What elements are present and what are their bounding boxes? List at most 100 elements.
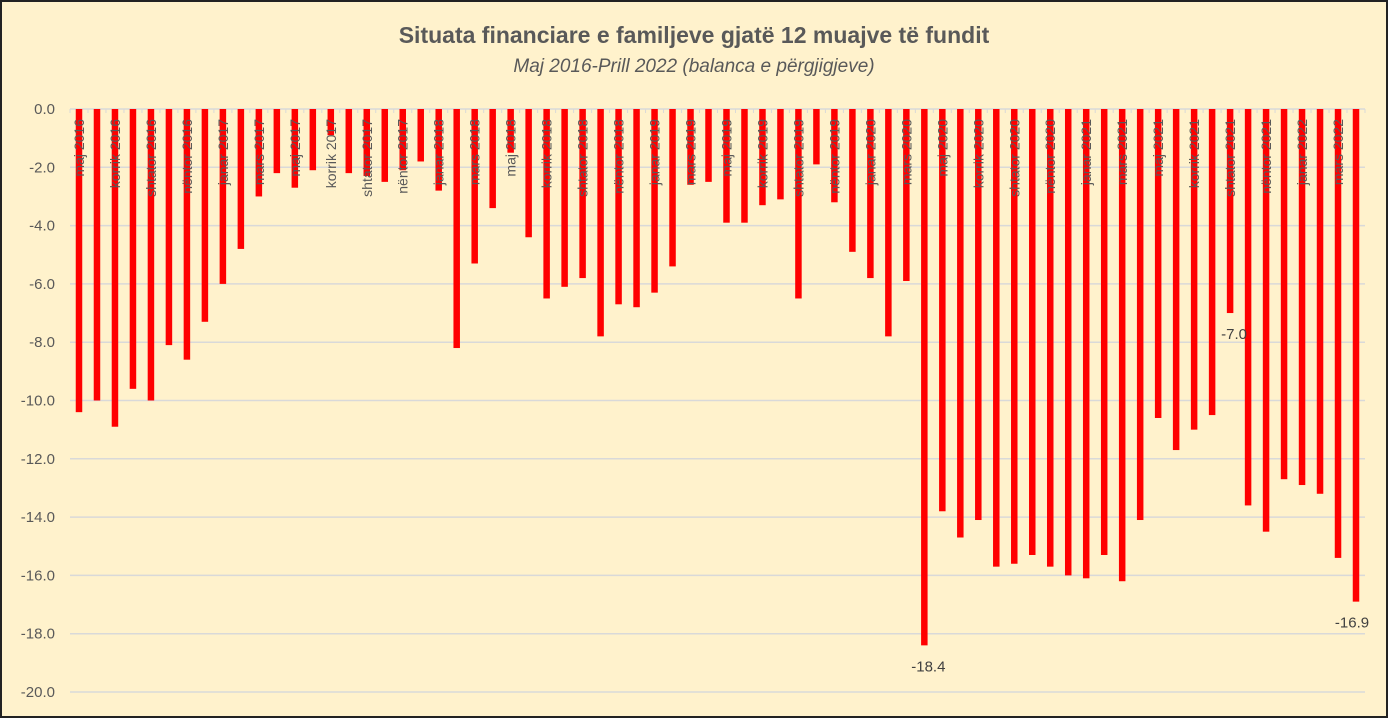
x-tick-label: korrik 2018 (539, 119, 555, 188)
bar (1029, 109, 1036, 555)
bar (1064, 109, 1072, 576)
y-tick-label: -10.0 (21, 393, 55, 410)
x-tick-label: shtator 2017 (359, 119, 375, 197)
bar (111, 109, 119, 427)
chart-title: Situata financiare e familjeve gjatë 12 … (398, 22, 990, 48)
bar (1280, 109, 1288, 480)
bar (1011, 109, 1018, 564)
x-tick-label: shtator 2018 (575, 119, 591, 197)
bar (507, 109, 514, 153)
x-tick-label: nëntor 2021 (1258, 119, 1274, 194)
data-label: -16.9 (1335, 615, 1369, 632)
bar (1298, 109, 1306, 486)
bar (885, 109, 892, 337)
x-tick-label: janar 2022 (1294, 119, 1310, 186)
bar (651, 109, 658, 293)
bar (489, 109, 496, 209)
bar (93, 109, 101, 401)
bar (993, 109, 1000, 567)
bar (1316, 109, 1324, 494)
bar (633, 109, 640, 308)
bar (597, 109, 604, 337)
bar (471, 109, 478, 264)
x-tick-label: korrik 2017 (323, 119, 339, 188)
bar (1082, 109, 1090, 579)
y-tick-label: -16.0 (21, 567, 55, 584)
x-tick-label: janar 2019 (647, 119, 663, 186)
x-tick-label: maj 2016 (71, 119, 87, 177)
y-tick-label: -18.0 (21, 626, 55, 643)
bar (849, 109, 856, 252)
bar (237, 109, 245, 249)
data-label: -7.0 (1221, 326, 1247, 343)
bar (669, 109, 676, 267)
bar (129, 109, 137, 389)
bar (543, 109, 550, 299)
bar (453, 109, 460, 349)
x-tick-label: maj 2021 (1150, 119, 1166, 177)
x-tick-label: mars 2020 (898, 119, 914, 185)
bar (147, 109, 155, 401)
bar (561, 109, 568, 287)
bar (975, 109, 982, 521)
x-tick-label: mars 2018 (467, 119, 483, 185)
bar (291, 109, 299, 188)
bar (777, 109, 784, 200)
y-tick-label: -2.0 (29, 159, 55, 176)
x-tick-label: nëntor 2016 (179, 119, 195, 194)
x-tick-label: nëntor 2019 (826, 119, 842, 194)
x-tick-label: maj 2019 (718, 119, 734, 177)
bar (183, 109, 191, 360)
bar (1244, 109, 1252, 506)
x-tick-label: mars 2021 (1114, 119, 1130, 185)
y-tick-label: -6.0 (29, 276, 55, 293)
bar (921, 109, 928, 646)
bar (1262, 109, 1270, 532)
y-tick-label: -12.0 (21, 451, 55, 468)
bar (831, 109, 838, 203)
x-tick-label: nëntor 2017 (395, 119, 411, 194)
bar (795, 109, 802, 299)
y-tick-label: -14.0 (21, 509, 55, 526)
x-tick-label: shtator 2016 (143, 119, 159, 197)
y-tick-label: 0.0 (34, 101, 55, 118)
x-tick-label: janar 2021 (1078, 119, 1094, 186)
bar (867, 109, 874, 279)
bar (1334, 109, 1342, 558)
bar (1352, 109, 1360, 602)
x-tick-label: shtator 2019 (790, 119, 806, 197)
y-tick-label: -20.0 (21, 684, 55, 701)
bar (723, 109, 730, 223)
bar (813, 109, 820, 165)
bar (363, 109, 371, 177)
bar (381, 109, 389, 182)
bar (219, 109, 227, 284)
bar (1208, 109, 1216, 416)
bar (1154, 109, 1162, 418)
y-tick-label: -4.0 (29, 218, 55, 235)
x-tick-label: maj 2018 (503, 119, 519, 177)
bar (579, 109, 586, 279)
x-tick-label: korrik 2016 (107, 119, 123, 188)
bar (741, 109, 748, 223)
bar (1226, 109, 1234, 314)
x-tick-label: janar 2017 (215, 119, 231, 186)
bar (345, 109, 353, 174)
bar (1190, 109, 1198, 430)
bar (1100, 109, 1108, 555)
bar (417, 109, 424, 162)
bar (327, 109, 335, 136)
x-tick-label: nëntor 2018 (611, 119, 627, 194)
bar (1046, 109, 1054, 567)
x-tick-label: janar 2018 (431, 119, 447, 186)
bar (759, 109, 766, 206)
bar (201, 109, 209, 322)
bar (957, 109, 964, 538)
bar (435, 109, 442, 191)
bar (309, 109, 317, 171)
x-tick-label: nëntor 2020 (1042, 119, 1058, 194)
x-tick-label: janar 2020 (862, 119, 878, 186)
bar (525, 109, 532, 238)
data-label: -18.4 (911, 658, 945, 675)
bar (75, 109, 83, 413)
